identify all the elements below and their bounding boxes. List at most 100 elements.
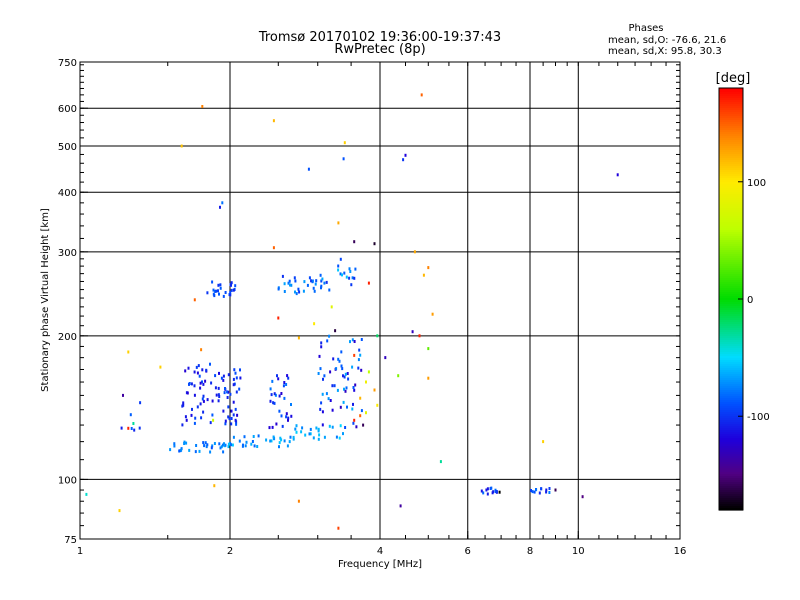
echo-point — [173, 442, 176, 446]
echo-point — [309, 432, 312, 436]
echo-point — [202, 382, 205, 386]
echo-point — [367, 281, 370, 285]
echo-point — [269, 387, 272, 391]
colorbar-strip — [719, 142, 743, 145]
echo-point — [222, 294, 225, 298]
colorbar-strip — [719, 244, 743, 247]
echo-point — [217, 289, 219, 293]
echo-point — [190, 382, 193, 386]
colorbar-strip — [719, 96, 743, 99]
colorbar-strip — [719, 454, 743, 457]
echo-point — [376, 334, 379, 338]
colorbar-strip — [719, 108, 743, 111]
colorbar-strip — [719, 326, 743, 329]
echo-point — [132, 422, 135, 425]
colorbar-strip — [719, 402, 743, 405]
echo-point — [616, 173, 619, 177]
echo-point — [339, 424, 342, 428]
colorbar-strip — [719, 240, 743, 243]
echo-point — [201, 105, 204, 108]
echo-point — [285, 415, 288, 419]
echo-point — [250, 442, 253, 446]
colorbar-strip — [719, 214, 743, 217]
colorbar-strip — [719, 252, 743, 255]
echo-point — [331, 425, 334, 429]
colorbar-strip — [719, 458, 743, 461]
echo-point — [353, 418, 356, 422]
colorbar-strip — [719, 506, 743, 509]
echo-point — [232, 377, 235, 381]
colorbar-strip — [719, 170, 743, 173]
chart-title: Tromsø 20170102 19:36:00-19:37:43 — [258, 30, 501, 45]
echo-point — [118, 509, 121, 513]
colorbar-strip — [719, 134, 743, 137]
colorbar-tick-label: 100 — [747, 178, 766, 189]
x-tick-label: 10 — [572, 546, 585, 557]
echo-point — [302, 289, 305, 293]
echo-point — [287, 416, 290, 420]
colorbar-strip — [719, 348, 743, 351]
echo-point — [219, 283, 222, 287]
colorbar-strip — [719, 164, 743, 167]
echo-point — [336, 388, 339, 392]
echo-point — [308, 276, 311, 280]
echo-point — [202, 441, 205, 445]
colorbar-strip — [719, 124, 743, 127]
echo-point — [222, 450, 225, 454]
y-tick-label: 75 — [64, 535, 77, 546]
echo-point — [320, 341, 323, 345]
echo-point — [373, 388, 376, 392]
echo-point — [227, 442, 230, 446]
colorbar-strip — [719, 434, 743, 437]
echo-point — [239, 376, 242, 380]
colorbar-tick-label: 0 — [747, 295, 753, 306]
echo-point — [278, 394, 281, 398]
colorbar-strip — [719, 298, 743, 301]
y-axis: 75 100 200 300 400 500 600 750 — [58, 58, 680, 546]
echo-point — [231, 443, 234, 447]
colorbar-strip — [719, 338, 743, 341]
echo-point — [283, 282, 286, 286]
y-tick-label: 400 — [58, 188, 77, 199]
echo-point — [214, 386, 217, 390]
echo-point — [304, 433, 307, 437]
colorbar-strip — [719, 374, 743, 377]
colorbar-strip — [719, 254, 743, 257]
colorbar-strip — [719, 488, 743, 491]
echo-point — [359, 353, 362, 357]
echo-point — [486, 487, 489, 491]
echo-point — [130, 427, 133, 430]
echo-point — [122, 393, 124, 397]
echo-point — [211, 280, 214, 284]
echo-point — [321, 410, 324, 414]
echo-point — [202, 410, 205, 414]
echo-point — [205, 445, 208, 449]
echo-point — [199, 402, 202, 406]
colorbar-strip — [719, 100, 743, 103]
echo-point — [194, 416, 197, 420]
colorbar-strip — [719, 158, 743, 161]
echo-point — [265, 438, 268, 442]
colorbar-strip — [719, 314, 743, 317]
echo-point — [295, 430, 298, 434]
echo-point — [367, 370, 370, 374]
echo-point — [349, 270, 352, 273]
colorbar-strip — [719, 228, 743, 231]
echo-point — [230, 417, 233, 420]
echo-point — [212, 418, 215, 422]
echo-point — [360, 409, 363, 413]
echo-point — [234, 371, 237, 375]
colorbar-strip — [719, 226, 743, 229]
echo-point — [313, 289, 316, 293]
chart-subtitle: RwPretec (8p) — [334, 42, 425, 57]
echo-point — [273, 437, 276, 441]
colorbar-strip — [719, 144, 743, 147]
echo-point — [205, 368, 208, 372]
echo-point — [286, 374, 289, 378]
echo-point — [219, 205, 221, 209]
colorbar-strip — [719, 498, 743, 501]
colorbar-strip — [719, 268, 743, 271]
colorbar-strip — [719, 306, 743, 309]
echo-point — [330, 305, 333, 309]
echo-point — [337, 221, 340, 225]
